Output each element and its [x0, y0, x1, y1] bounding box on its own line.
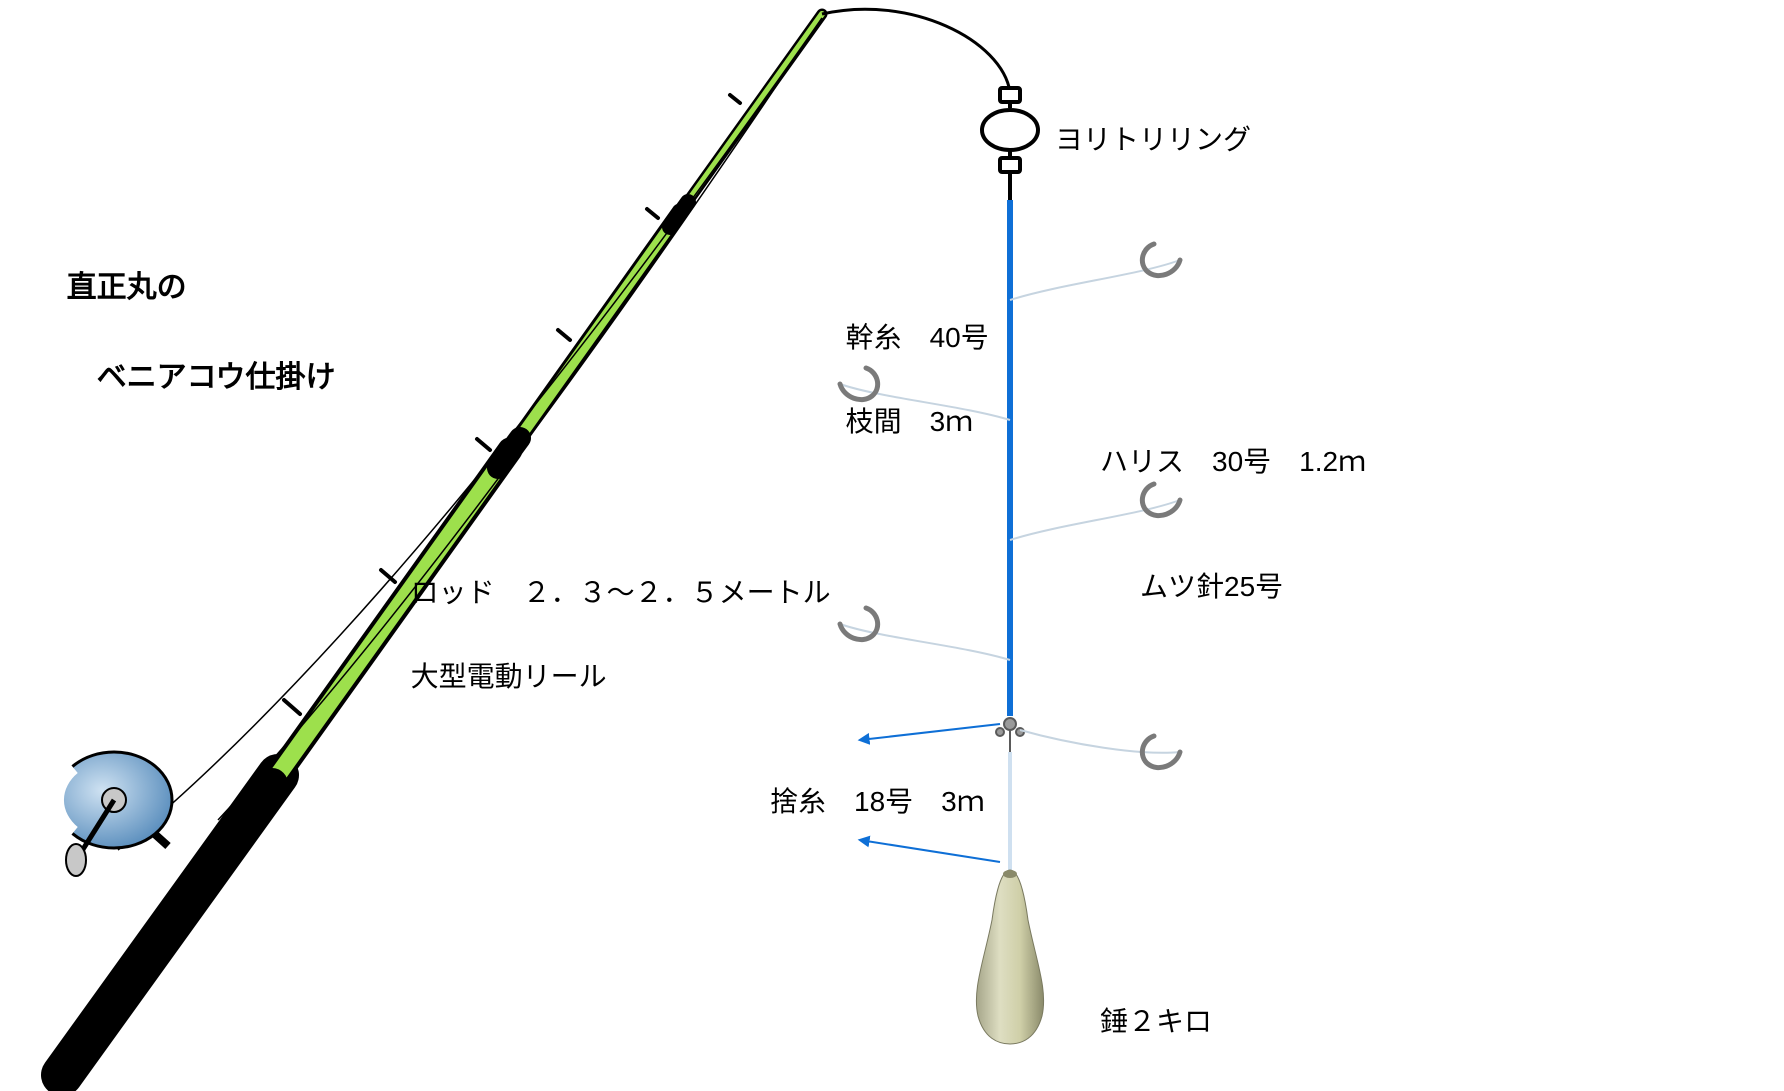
- dropline-label: 捨糸 18号 3ｍ: [770, 780, 985, 820]
- mainline-line1: 幹糸 40号: [846, 322, 989, 353]
- title-line2: ベニアコウ仕掛け: [67, 361, 336, 394]
- diagram-title: 直正丸の ベニアコウ仕掛け: [50, 220, 335, 400]
- rod-body-2: [505, 212, 680, 458]
- yoridori-label: ヨリトリリング: [1055, 118, 1251, 158]
- mainline-label: 幹糸 40号 枝間 3ｍ: [830, 275, 989, 443]
- hook-label: ムツ針25号: [1140, 565, 1283, 605]
- rig-diagram: [0, 0, 1784, 1091]
- bottom-swivel: [996, 718, 1024, 752]
- rod-tip-line: [822, 9, 1010, 92]
- sinker-shape: [976, 870, 1043, 1044]
- rod-label-line2: 大型電動リール: [411, 661, 607, 692]
- rod-label: ロッド ２．３〜２．５メートル 大型電動リール: [395, 530, 831, 698]
- rod-body-3: [676, 14, 822, 218]
- reel: [55, 752, 172, 876]
- rod-label-line1: ロッド ２．３〜２．５メートル: [411, 577, 831, 608]
- title-line1: 直正丸の: [67, 271, 187, 304]
- yoridori-ring: [982, 88, 1038, 200]
- sinker-label: 錘２キロ: [1100, 1000, 1212, 1040]
- leader-label: ハリス 30号 1.2ｍ: [1100, 440, 1366, 480]
- mainline-line2: 枝間 3ｍ: [846, 406, 974, 437]
